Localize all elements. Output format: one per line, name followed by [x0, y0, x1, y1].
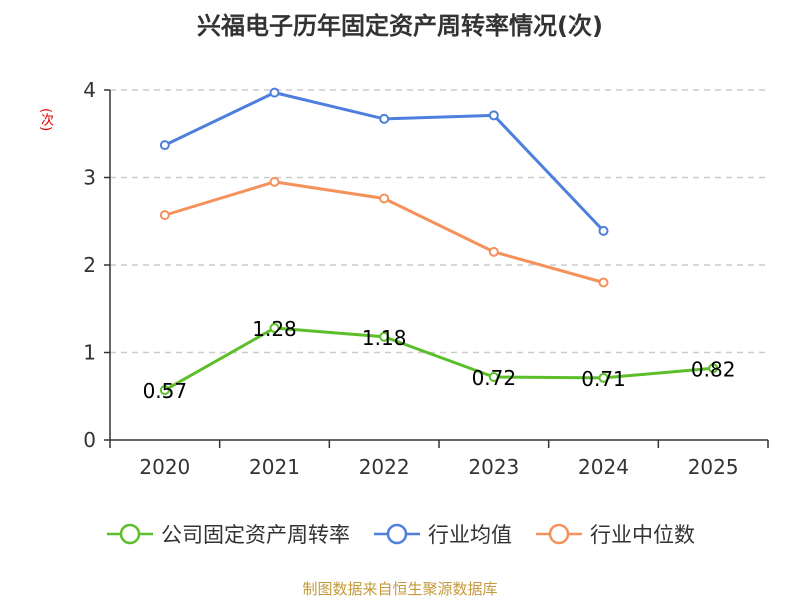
y-tick-label: 0 — [83, 428, 96, 452]
series-line — [164, 91, 605, 232]
data-point — [598, 225, 609, 236]
chart-title: 兴福电子历年固定资产周转率情况(次) — [197, 12, 603, 40]
data-point — [159, 140, 170, 151]
x-tick-label: 2020 — [139, 455, 190, 479]
legend-marker-icon — [536, 523, 582, 545]
y-tick-label: 3 — [83, 166, 96, 190]
y-axis-label: (次) — [38, 108, 53, 132]
data-point — [269, 323, 280, 333]
x-tick-label: 2023 — [468, 455, 519, 479]
y-tick-label: 2 — [83, 253, 96, 277]
legend-label: 公司固定资产周转率 — [161, 523, 350, 547]
data-label: 1.28 — [252, 317, 297, 341]
legend-item[interactable]: 行业均值 — [372, 519, 512, 549]
series-line — [164, 326, 714, 392]
x-tick-label: 2022 — [359, 455, 410, 479]
legend-label: 行业中位数 — [590, 523, 695, 547]
data-point — [379, 193, 390, 204]
data-point — [488, 372, 499, 382]
legend-marker-icon — [374, 523, 420, 545]
x-tick-label: 2021 — [249, 455, 300, 479]
source-note: 制图数据来自恒生聚源数据库 — [302, 580, 498, 598]
data-label: 0.72 — [472, 366, 517, 390]
x-tick-label: 2024 — [578, 455, 629, 479]
legend-item[interactable]: 公司固定资产周转率 — [105, 519, 350, 549]
data-point — [159, 210, 170, 221]
data-point — [488, 246, 499, 257]
data-point — [379, 113, 390, 124]
data-label: 0.57 — [143, 379, 188, 403]
data-point — [598, 372, 609, 383]
data-point — [269, 176, 280, 187]
data-point — [488, 110, 499, 121]
data-label: 0.82 — [691, 357, 736, 381]
data-point — [379, 331, 390, 342]
y-tick-label: 1 — [83, 341, 96, 365]
legend-item[interactable]: 行业中位数 — [534, 519, 695, 549]
data-point — [159, 385, 170, 396]
legend: 公司固定资产周转率 行业均值 行业中位数 — [0, 519, 800, 549]
data-label: 1.18 — [362, 326, 407, 350]
data-point — [598, 277, 609, 288]
data-label: 0.71 — [581, 367, 626, 391]
data-point — [269, 87, 280, 98]
x-tick-label: 2025 — [688, 455, 739, 479]
data-point — [708, 363, 719, 374]
legend-marker-icon — [107, 523, 153, 545]
legend-label: 行业均值 — [428, 523, 512, 547]
y-tick-label: 4 — [83, 78, 96, 102]
